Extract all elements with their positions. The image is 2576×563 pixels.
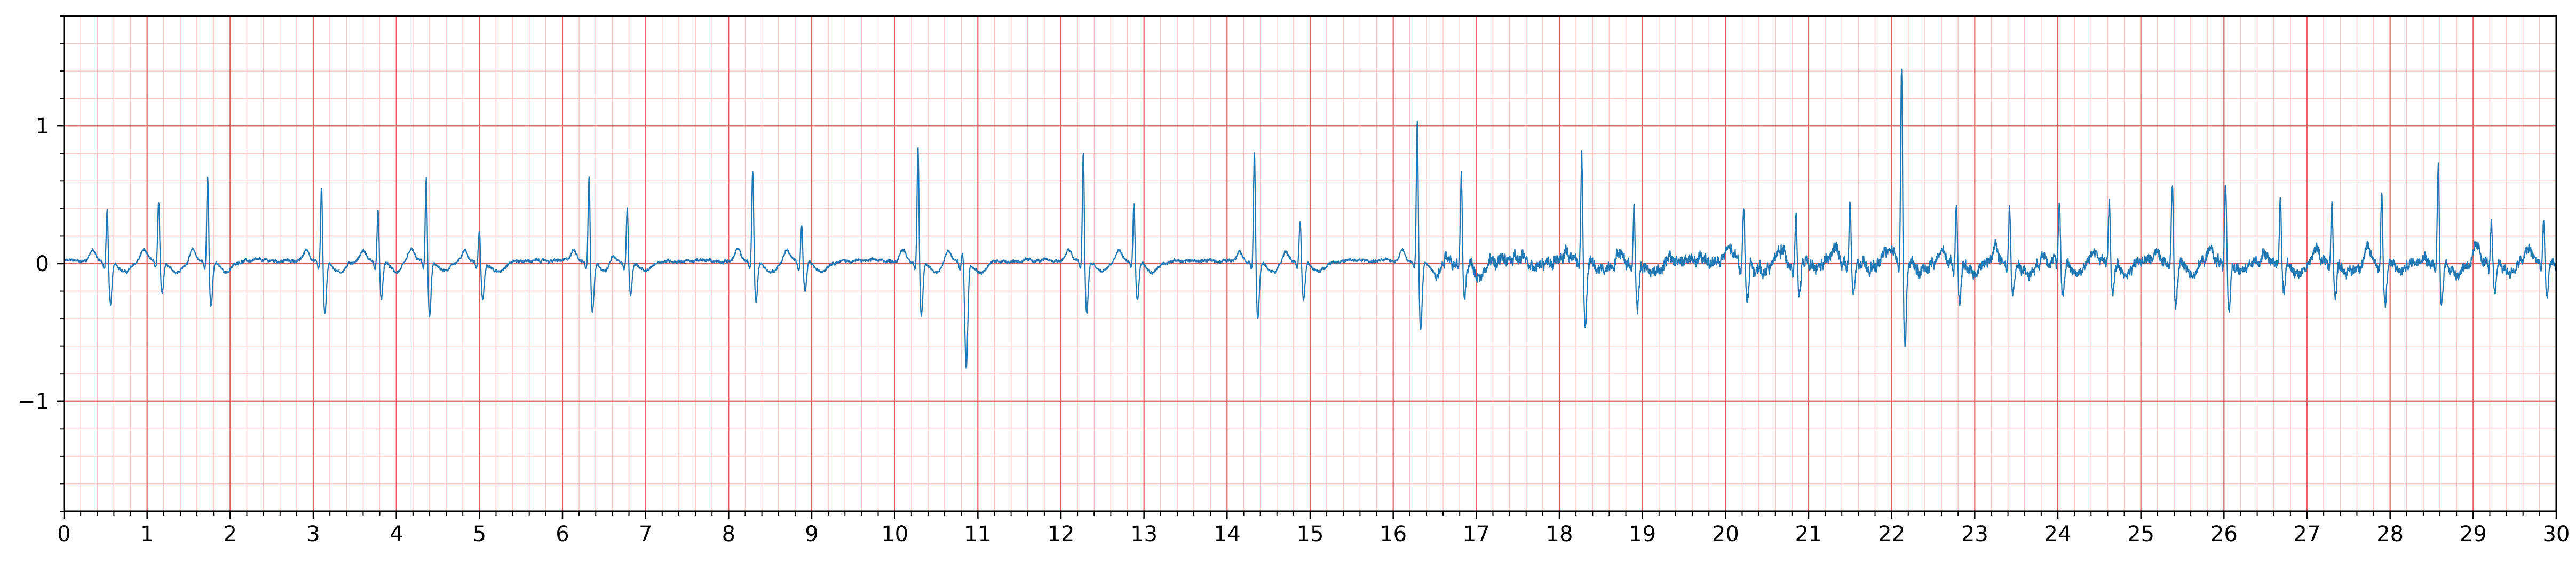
x-tick-label: 29 — [2460, 522, 2487, 546]
x-tick-label: 11 — [964, 522, 992, 546]
x-tick-label: 3 — [306, 522, 320, 546]
y-tick-label: 0 — [36, 252, 49, 276]
x-tick-label: 10 — [881, 522, 908, 546]
y-axis: −1 0 1 — [18, 15, 64, 512]
x-tick-label: 21 — [1795, 522, 1822, 546]
x-tick-label: 8 — [722, 522, 735, 546]
x-tick-label: 14 — [1214, 522, 1241, 546]
x-tick-label: 26 — [2210, 522, 2238, 546]
x-tick-label: 12 — [1048, 522, 1075, 546]
x-tick-label: 25 — [2127, 522, 2154, 546]
x-tick-label: 1 — [140, 522, 154, 546]
x-tick-label: 19 — [1629, 522, 1656, 546]
ecg-series-line — [63, 68, 2557, 369]
x-tick-label: 30 — [2543, 522, 2570, 546]
x-tick-label: 15 — [1297, 522, 1324, 546]
y-tick-label: −1 — [18, 390, 49, 414]
x-tick-label: 28 — [2376, 522, 2404, 546]
x-tick-label: 2 — [224, 522, 237, 546]
x-tick-label: 27 — [2294, 522, 2321, 546]
x-tick-label: 5 — [473, 522, 486, 546]
x-tick-label: 13 — [1130, 522, 1158, 546]
x-tick-label: 6 — [556, 522, 569, 546]
x-tick-label: 18 — [1546, 522, 1573, 546]
x-tick-label: 23 — [1961, 522, 1988, 546]
x-tick-label: 16 — [1380, 522, 1407, 546]
x-tick-label: 17 — [1463, 522, 1490, 546]
y-tick-label: 1 — [36, 114, 49, 139]
x-axis: 0 1 2 3 4 5 6 7 8 9 10 11 12 13 14 15 16 17 18 19 20 21 22 23 24… — [57, 511, 2570, 546]
x-tick-label: 24 — [2044, 522, 2072, 546]
x-tick-label: 20 — [1712, 522, 1739, 546]
x-tick-label: 9 — [805, 522, 818, 546]
x-tick-label: 7 — [639, 522, 652, 546]
x-tick-label: 0 — [57, 522, 70, 546]
x-tick-label: 22 — [1878, 522, 1905, 546]
x-tick-label: 4 — [390, 522, 403, 546]
